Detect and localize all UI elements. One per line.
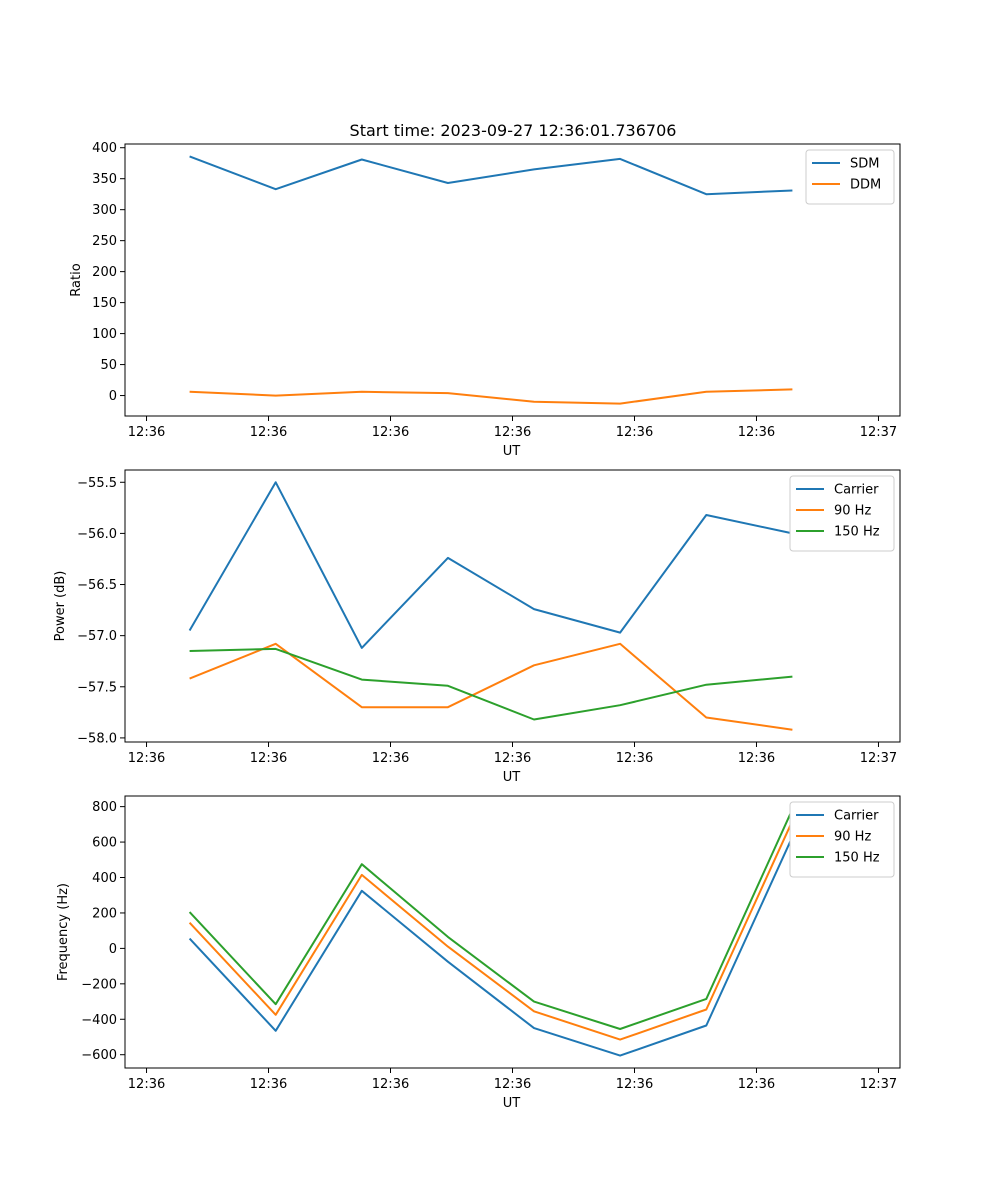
power-legend-label: Carrier: [834, 483, 879, 498]
frequency-y-tick-label: 600: [92, 836, 117, 851]
power-y-tick-label: −55.5: [77, 476, 117, 491]
frequency-x-tick-label: 12:36: [616, 1077, 653, 1092]
power-x-tick-label: 12:36: [738, 751, 775, 766]
power-x-tick-label: 12:36: [372, 751, 409, 766]
ratio-y-axis-label: Ratio: [69, 263, 84, 296]
power-x-tick-label: 12:36: [616, 751, 653, 766]
ratio-series-line-sdm: [189, 155, 793, 196]
power-plot-area: [124, 469, 901, 743]
ratio-y-tick-label: 350: [92, 172, 117, 187]
power-x-tick-label: 12:36: [494, 751, 531, 766]
frequency-x-tick-label: 12:36: [738, 1077, 775, 1092]
frequency-y-axis-label: Frequency (Hz): [56, 883, 71, 981]
ratio-y-tick-label: 100: [92, 327, 117, 342]
ratio-legend-label: SDM: [850, 157, 879, 172]
frequency-legend: Carrier 90 Hz 150 Hz: [789, 801, 895, 878]
ratio-x-tick-label: 12:36: [738, 425, 775, 440]
ratio-x-tick-label: 12:36: [128, 425, 165, 440]
ratio-x-tick-label: 12:36: [372, 425, 409, 440]
chart-title: Start time: 2023-09-27 12:36:01.736706: [350, 121, 677, 140]
frequency-y-tick-label: 400: [92, 871, 117, 886]
power-x-tick-label: 12:37: [860, 751, 897, 766]
power-legend-label: 90 Hz: [834, 504, 871, 519]
ratio-x-tick-label: 12:36: [494, 425, 531, 440]
frequency-x-axis-label: UT: [503, 1096, 521, 1111]
power-panel: 12:36 12:36 12:36 12:36 12:36 12:36 12:37 −58.0…: [53, 469, 901, 785]
ratio-legend-label: DDM: [850, 178, 881, 193]
power-legend-label: 150 Hz: [834, 525, 880, 540]
power-x-tick-label: 12:36: [250, 751, 287, 766]
ratio-plot-area: [124, 143, 901, 417]
ratio-y-tick-label: 0: [109, 389, 117, 404]
ratio-x-axis-label: UT: [503, 444, 521, 459]
frequency-y-tick-label: 800: [92, 800, 117, 815]
ratio-y-tick-label: 200: [92, 265, 117, 280]
power-series-line-carrier: [188, 481, 793, 649]
frequency-series-line-90-hz: [188, 820, 794, 1041]
ratio-series-line-ddm: [189, 388, 793, 405]
frequency-legend-label: 150 Hz: [834, 851, 880, 866]
ratio-y-tick-label: 150: [92, 296, 117, 311]
ratio-x-tick-label: 12:36: [250, 425, 287, 440]
ratio-panel: 12:36 12:36 12:36 12:36 12:36 12:36 12:37 0 50 10…: [69, 141, 901, 459]
power-x-tick-label: 12:36: [128, 751, 165, 766]
power-legend-box: [789, 475, 895, 552]
frequency-series-line-carrier: [188, 836, 794, 1057]
frequency-panel: 12:36 12:36 12:36 12:36 12:36 12:36 12:37 −600 −…: [56, 795, 901, 1111]
power-y-tick-label: −57.5: [77, 680, 117, 695]
frequency-x-tick-label: 12:37: [860, 1077, 897, 1092]
frequency-series-line-150-hz: [188, 808, 794, 1030]
ratio-x-tick-label: 12:36: [616, 425, 653, 440]
ratio-legend: SDM DDM: [805, 149, 895, 205]
frequency-y-tick-label: 200: [92, 906, 117, 921]
power-y-tick-label: −57.0: [77, 629, 117, 644]
frequency-y-tick-label: 0: [109, 942, 117, 957]
power-y-tick-label: −58.0: [77, 731, 117, 746]
ratio-y-tick-label: 400: [92, 141, 117, 156]
frequency-y-tick-label: −200: [81, 977, 117, 992]
ratio-y-tick-label: 250: [92, 234, 117, 249]
frequency-legend-label: Carrier: [834, 809, 879, 824]
power-x-axis-label: UT: [503, 770, 521, 785]
frequency-legend-box: [789, 801, 895, 878]
frequency-plot-area: [124, 795, 901, 1069]
power-series-line-150-hz: [189, 647, 793, 721]
power-legend: Carrier 90 Hz 150 Hz: [789, 475, 895, 552]
frequency-y-tick-label: −400: [81, 1013, 117, 1028]
frequency-x-tick-label: 12:36: [494, 1077, 531, 1092]
frequency-x-tick-label: 12:36: [128, 1077, 165, 1092]
ratio-y-tick-label: 50: [100, 358, 117, 373]
frequency-y-tick-label: −600: [81, 1048, 117, 1063]
frequency-x-tick-label: 12:36: [372, 1077, 409, 1092]
ratio-y-tick-label: 300: [92, 203, 117, 218]
power-y-tick-label: −56.5: [77, 578, 117, 593]
frequency-legend-label: 90 Hz: [834, 830, 871, 845]
power-y-tick-label: −56.0: [77, 527, 117, 542]
power-y-axis-label: Power (dB): [53, 571, 68, 642]
frequency-x-tick-label: 12:36: [250, 1077, 287, 1092]
ratio-x-tick-label: 12:37: [860, 425, 897, 440]
